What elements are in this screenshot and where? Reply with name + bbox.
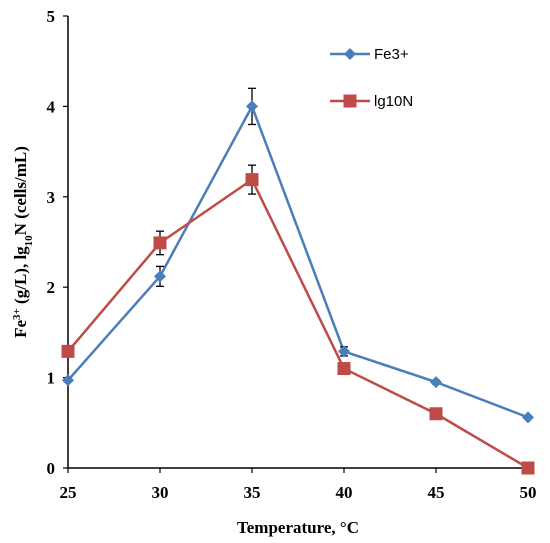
series-Fe3+ (62, 87, 534, 424)
data-point (153, 236, 167, 250)
x-axis-title: Temperature, °C (237, 518, 359, 537)
y-tick-label: 3 (47, 188, 56, 207)
data-point (521, 461, 535, 475)
y-tick-label: 0 (47, 459, 56, 478)
data-point (338, 345, 350, 358)
y-tick-label: 4 (47, 97, 56, 116)
data-point (246, 100, 258, 113)
data-point (154, 270, 166, 283)
legend-item: lg10N (330, 93, 413, 110)
data-point (430, 376, 442, 389)
y-axis-title-text: Fe3+ (g/L), lg10N (cells/mL) (11, 146, 35, 338)
series-line (67, 178, 529, 470)
x-tick-label: 25 (60, 483, 77, 502)
y-axis-title-part: 10 (23, 235, 35, 247)
legend-marker (344, 48, 356, 60)
x-tick-label: 45 (428, 483, 445, 502)
legend-item: Fe3+ (330, 46, 409, 63)
x-tick-label: 40 (336, 483, 353, 502)
y-tick-label: 1 (47, 369, 56, 388)
x-tick-label: 30 (152, 483, 169, 502)
y-tick-label: 5 (47, 7, 56, 26)
data-point (522, 411, 534, 424)
data-point (62, 374, 74, 387)
data-point (61, 344, 75, 358)
y-axis-title-part: (g/L), lg (11, 246, 30, 308)
data-point (429, 407, 443, 421)
legend: Fe3+ lg10N (330, 46, 413, 110)
y-axis-title-part: N (cells/mL) (11, 146, 30, 235)
x-axis-title-text: Temperature, °C (237, 518, 359, 537)
data-point (337, 362, 351, 376)
y-axis-title: Fe3+ (g/L), lg10N (cells/mL) (11, 146, 35, 338)
legend-label: Fe3+ (374, 46, 409, 63)
y-axis-title-part: 3+ (11, 308, 23, 320)
x-tick-label: 35 (244, 483, 261, 502)
series-layer (61, 87, 535, 475)
y-tick-label: 2 (47, 278, 56, 297)
series-lg10N (61, 164, 535, 475)
x-tick-label: 50 (520, 483, 537, 502)
legend-label: lg10N (374, 93, 413, 110)
data-point (245, 173, 259, 187)
y-axis-title-part: Fe (11, 320, 30, 338)
series-line (67, 105, 529, 419)
legend-marker (343, 94, 357, 108)
